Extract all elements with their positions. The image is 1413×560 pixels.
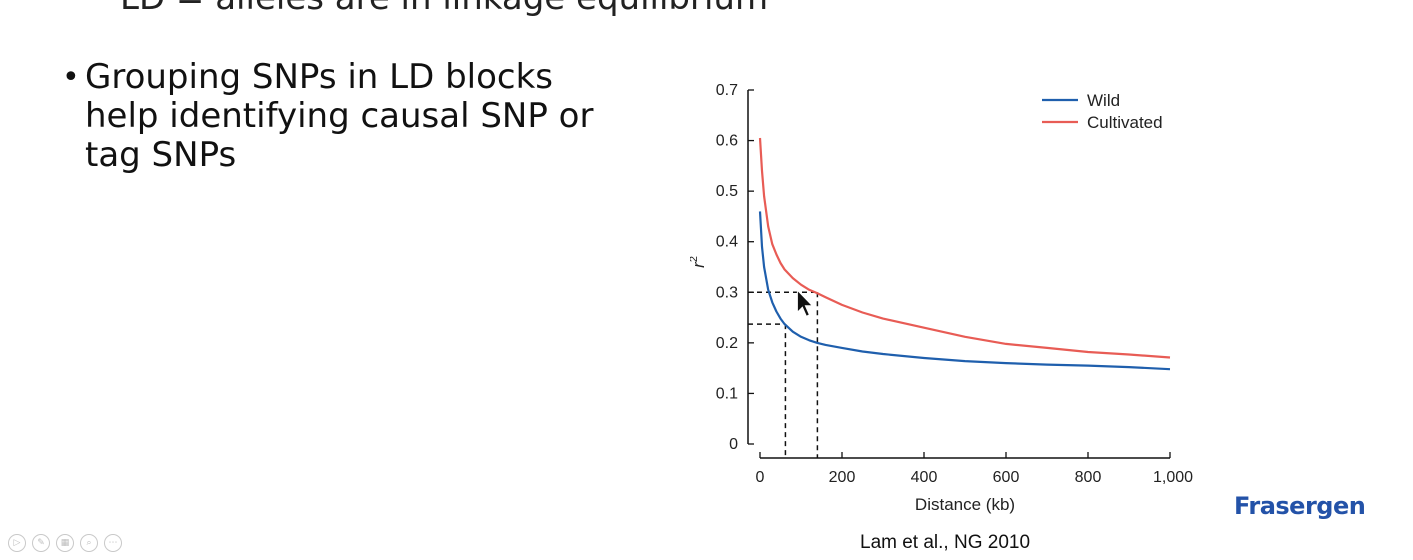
y-tick-label: 0.5	[716, 183, 738, 200]
slide-player-controls: ▷ ✎ ▦ ⌕ ⋯	[8, 534, 122, 552]
y-tick-label: 0.3	[716, 284, 738, 301]
x-tick-label: 600	[993, 469, 1020, 486]
legend-label: Cultivated	[1087, 113, 1163, 132]
legend-label: Wild	[1087, 91, 1120, 110]
play-icon[interactable]: ▷	[8, 534, 26, 552]
x-tick-label: 0	[756, 469, 765, 486]
ld-decay-chart: 0 0.1 0.2 0.3 0.4 0.5 0.6 0.7 0 200 400 600 800 1,000…	[690, 82, 1193, 514]
y-tick-label: 0	[729, 436, 738, 453]
brand-logo: Frasergen	[1234, 492, 1366, 520]
bullet-dot: •	[62, 60, 80, 95]
y-tick-label: 0.1	[716, 385, 738, 402]
slides-icon[interactable]: ▦	[56, 534, 74, 552]
x-tick-label: 400	[911, 469, 938, 486]
bullet-text: Grouping SNPs in LD blocks help identify…	[85, 57, 594, 175]
y-tick-label: 0.6	[716, 133, 738, 150]
zoom-icon[interactable]: ⌕	[80, 534, 98, 552]
more-icon[interactable]: ⋯	[104, 534, 122, 552]
pen-icon[interactable]: ✎	[32, 534, 50, 552]
series-line-cultivated	[758, 137, 1171, 359]
x-tick-label: 200	[829, 469, 856, 486]
citation: Lam et al., NG 2010	[860, 532, 1031, 553]
y-tick-label: 0.7	[716, 82, 738, 99]
y-tick-label: 0.4	[716, 234, 738, 251]
x-axis-label: Distance (kb)	[915, 495, 1015, 514]
series-line-wild	[758, 211, 1171, 371]
slide-top-text: LD = alleles are in linkage equilibrium	[120, 0, 768, 18]
y-tick-label: 0.2	[716, 335, 738, 352]
y-axis-label: r2	[690, 256, 708, 268]
mouse-cursor-icon	[796, 289, 814, 317]
x-tick-label: 1,000	[1153, 469, 1193, 486]
x-tick-label: 800	[1075, 469, 1102, 486]
